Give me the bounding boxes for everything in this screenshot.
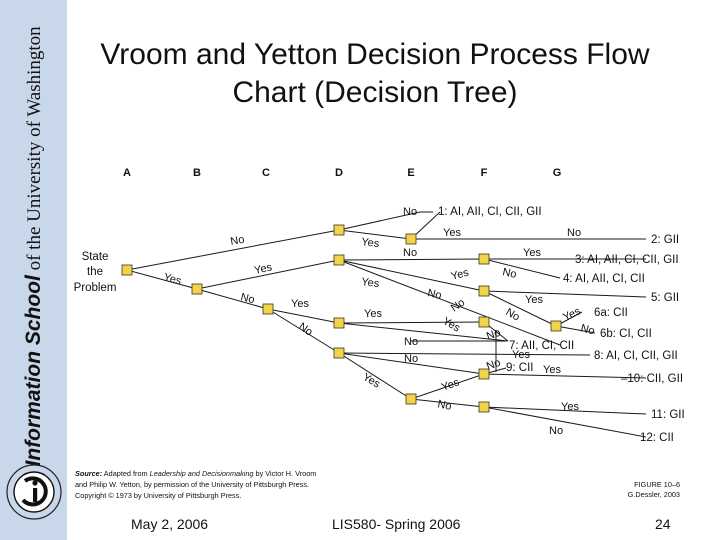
outcome-label-6a: 6a: CII bbox=[594, 307, 628, 319]
slide-title: Vroom and Yetton Decision Process Flow C… bbox=[100, 38, 650, 109]
branch-label-yes: Yes bbox=[512, 349, 530, 361]
tree-nodes bbox=[121, 224, 562, 413]
decision-node bbox=[550, 320, 562, 332]
branch-label-yes: Yes bbox=[525, 294, 543, 306]
decision-node bbox=[333, 317, 345, 329]
decision-node bbox=[478, 285, 490, 297]
column-header-e: E bbox=[407, 167, 414, 179]
source-text-2: by Victor H. Vroom bbox=[253, 469, 317, 478]
branch-label-yes: Yes bbox=[361, 236, 381, 250]
decision-node bbox=[121, 264, 133, 276]
branch-label-no: No bbox=[239, 291, 256, 306]
decision-node bbox=[478, 253, 490, 265]
outcome-label-1: 1: AI, AII, CI, CII, GII bbox=[438, 206, 542, 218]
branch-label-yes: Yes bbox=[543, 364, 561, 376]
source-line-1: Source: Adapted from Leadership and Deci… bbox=[75, 468, 405, 479]
branch-label-yes: Yes bbox=[440, 376, 461, 394]
footer-page-number: 24 bbox=[655, 516, 671, 532]
decision-node bbox=[262, 303, 274, 315]
branch-label-no: No bbox=[567, 227, 581, 239]
branch-label-no: No bbox=[426, 287, 442, 302]
outcome-label-9: 9: CII bbox=[506, 362, 533, 374]
branch-label-no: No bbox=[436, 398, 452, 413]
column-header-f: F bbox=[481, 167, 488, 179]
decision-node bbox=[478, 401, 490, 413]
figure-label: FIGURE 10–6 bbox=[634, 480, 680, 489]
outcome-label-3: 3: AI, AII, CI, CII, GII bbox=[575, 254, 679, 266]
footer-date: May 2, 2006 bbox=[131, 516, 209, 532]
branch-label-yes: Yes bbox=[361, 276, 381, 290]
branch-labels: No No Yes Yes No No Yes Yes Yes Yes Yes … bbox=[162, 206, 596, 437]
branch-label-no: No bbox=[404, 336, 418, 348]
footer-course: LIS580- Spring 2006 bbox=[332, 516, 461, 532]
branch-label-no: No bbox=[229, 234, 245, 248]
branch-label-yes: Yes bbox=[441, 315, 463, 335]
decision-node bbox=[333, 224, 345, 236]
branch-label-yes: Yes bbox=[253, 261, 274, 277]
column-header-d: D bbox=[335, 167, 343, 179]
figure-caption: FIGURE 10–6 G.Dessler, 2003 bbox=[590, 480, 680, 500]
column-headers: A B C D E F G bbox=[123, 167, 561, 179]
branch-label-no: No bbox=[449, 297, 467, 315]
source-line-3: Copyright © 1973 by University of Pittsb… bbox=[75, 491, 242, 500]
start-label: State the Problem bbox=[74, 251, 117, 294]
branch-label-no: No bbox=[403, 247, 417, 259]
outcome-label-8: 8: AI, CI, CII, GII bbox=[594, 350, 678, 362]
branch-label-yes: Yes bbox=[561, 401, 579, 413]
branch-label-no: No bbox=[403, 206, 417, 218]
source-book-title: Leadership and Decisionmaking bbox=[149, 469, 254, 478]
branch-label-yes: Yes bbox=[162, 271, 183, 287]
decision-node bbox=[478, 316, 490, 328]
decision-node bbox=[333, 347, 345, 359]
column-header-a: A bbox=[123, 167, 131, 179]
branch-label-no: No bbox=[404, 353, 418, 365]
outcome-label-2: 2: GII bbox=[651, 234, 679, 246]
branch-label-yes: Yes bbox=[364, 308, 382, 320]
branch-label-no: No bbox=[549, 425, 563, 437]
outcome-label-7: 7: AII, CI, CII bbox=[509, 340, 574, 352]
branch-label-yes: Yes bbox=[443, 227, 461, 239]
outcome-label-5: 5: GII bbox=[651, 292, 679, 304]
source-line-2: and Philip W. Yetton, by permission of t… bbox=[75, 480, 310, 489]
source-label: Source: bbox=[75, 469, 103, 478]
decision-node bbox=[478, 368, 490, 380]
decision-node bbox=[405, 233, 417, 245]
branch-label-yes: Yes bbox=[361, 371, 383, 391]
branch-label-yes: Yes bbox=[450, 267, 471, 283]
source-note: Source: Adapted from Leadership and Deci… bbox=[75, 468, 405, 501]
outcome-label-10: –10: CII, GII bbox=[621, 373, 683, 385]
column-header-b: B bbox=[193, 167, 201, 179]
figure-credit: G.Dessler, 2003 bbox=[627, 490, 680, 499]
branch-label-no: No bbox=[485, 357, 502, 373]
column-header-g: G bbox=[553, 167, 562, 179]
outcome-label-6b: 6b: CI, CII bbox=[600, 328, 652, 340]
branch-label-yes: Yes bbox=[291, 298, 309, 310]
source-text-1: Adapted from bbox=[102, 469, 150, 478]
start-label-line: Problem bbox=[74, 282, 117, 294]
decision-node bbox=[405, 393, 417, 405]
sidebar-band: The Information School of the University… bbox=[0, 0, 67, 540]
outcome-labels: 1: AI, AII, CI, CII, GII 2: GII 3: AI, A… bbox=[438, 206, 685, 444]
start-label-line: State bbox=[82, 251, 109, 263]
outcome-label-10-text: 10: CII, GII bbox=[627, 373, 683, 385]
decision-node bbox=[191, 283, 203, 295]
tree-branches bbox=[126, 211, 647, 438]
ischool-logo-icon bbox=[6, 464, 62, 520]
branch-label-no: No bbox=[579, 322, 596, 337]
outcome-label-4: 4: AI, AII, CI, CII bbox=[563, 273, 645, 285]
decision-node bbox=[333, 254, 345, 266]
branch-label-no: No bbox=[504, 306, 522, 323]
branch-label-yes: Yes bbox=[523, 247, 541, 259]
start-label-line: the bbox=[87, 266, 103, 278]
branch-label-no: No bbox=[485, 327, 502, 343]
branch-label-no: No bbox=[501, 266, 517, 281]
branch-label-yes: Yes bbox=[561, 305, 583, 324]
column-header-c: C bbox=[262, 167, 270, 179]
outcome-label-12: 12: CII bbox=[640, 432, 674, 444]
outcome-label-11: 11: GII bbox=[651, 409, 685, 421]
